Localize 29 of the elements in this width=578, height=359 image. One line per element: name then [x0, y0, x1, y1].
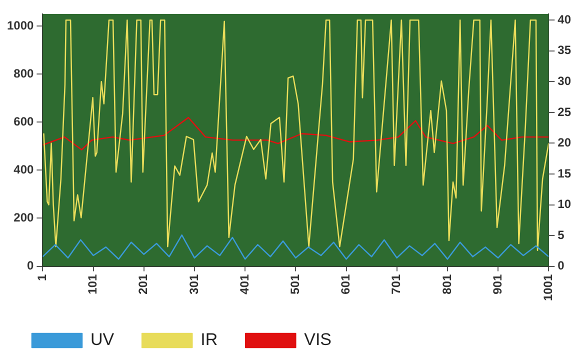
x-tick-label: 101: [86, 274, 100, 294]
y-tick-label: 400: [14, 162, 34, 176]
x-tick-label: 601: [338, 274, 353, 294]
legend-label: IR: [200, 330, 218, 350]
x-tick-label: 401: [237, 274, 252, 294]
y-tick-label: 800: [14, 66, 34, 80]
y2-tick-label: 0: [558, 258, 565, 273]
y2-tick-label: 15: [558, 166, 572, 180]
y2-tick-label: 5: [558, 228, 565, 242]
y2-tick-label: 10: [558, 197, 572, 212]
y2-tick-label: 25: [558, 104, 572, 119]
x-tick-label: 901: [490, 274, 504, 294]
x-tick-label: 1001: [540, 274, 555, 302]
x-tick-label: 701: [389, 274, 404, 294]
legend-label: UV: [90, 330, 115, 350]
y-tick-label: 0: [27, 258, 34, 273]
x-tick-label: 1: [35, 274, 50, 281]
x-tick-label: 501: [288, 274, 302, 294]
y2-tick-label: 40: [558, 12, 572, 26]
x-tick-label: 201: [136, 274, 150, 294]
y-tick-label: 1000: [6, 18, 34, 32]
y2-tick-label: 20: [558, 136, 572, 150]
y-tick-label: 600: [14, 114, 34, 128]
x-tick-label: 801: [440, 274, 454, 294]
legend-label: VIS: [304, 330, 332, 350]
y2-tick-label: 30: [558, 74, 572, 88]
x-tick-label: 301: [186, 274, 201, 294]
y2-tick-label: 35: [558, 43, 572, 58]
y-tick-label: 200: [14, 210, 34, 225]
